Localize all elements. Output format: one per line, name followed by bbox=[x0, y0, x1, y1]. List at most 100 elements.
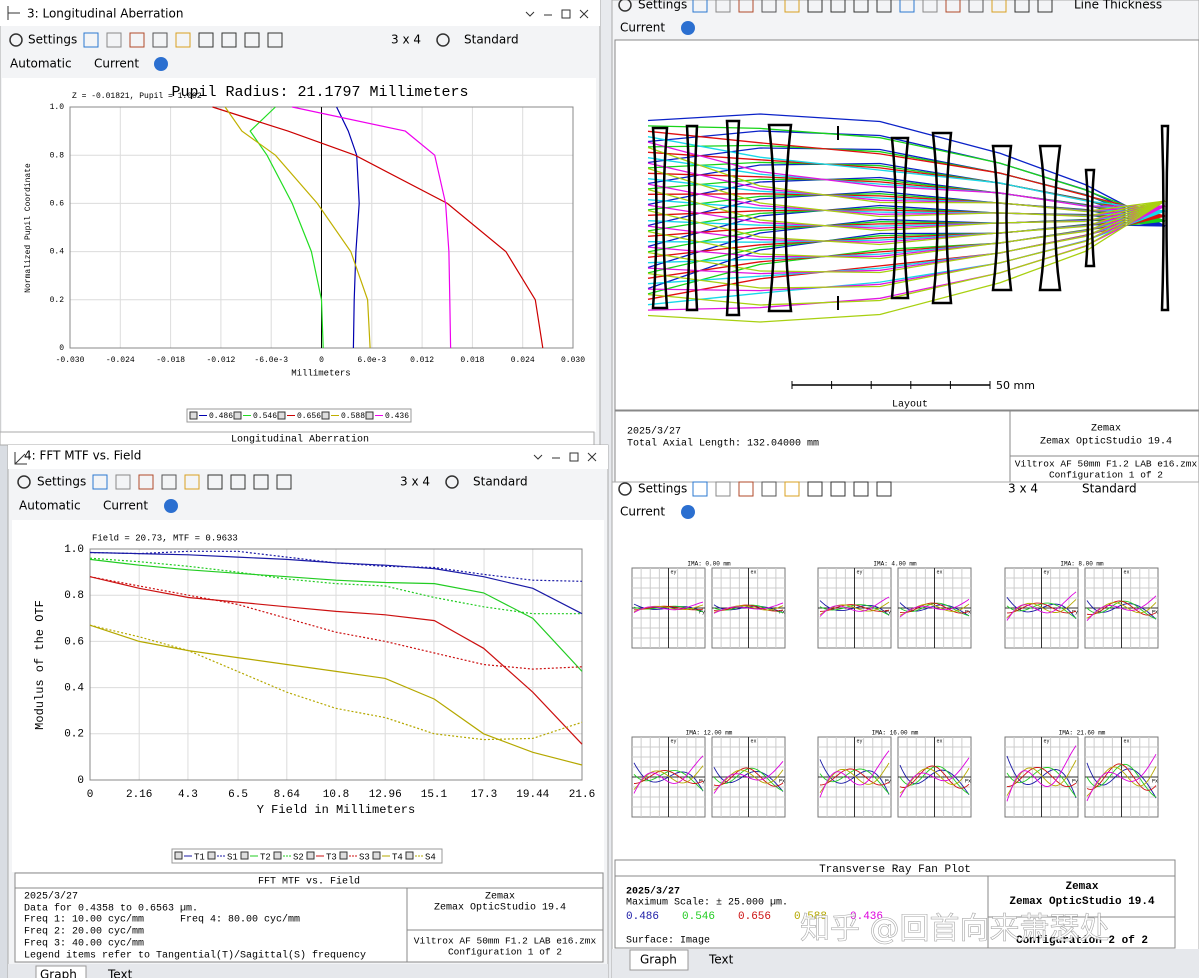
wavelength-label: 0.436 bbox=[850, 911, 883, 923]
legend-check bbox=[372, 851, 381, 860]
maximize-button bbox=[561, 9, 571, 19]
fan-curve bbox=[899, 764, 970, 796]
preset-dropdown[interactable]: Standard bbox=[464, 33, 519, 47]
tool-icon bbox=[253, 474, 269, 490]
config-dropdown[interactable]: Current bbox=[620, 21, 665, 35]
settings-button[interactable]: Settings bbox=[37, 475, 86, 489]
mode-dropdown[interactable]: Automatic bbox=[10, 57, 72, 71]
x-tick-label: 19.44 bbox=[516, 789, 549, 801]
legend-label: S3 bbox=[359, 852, 370, 862]
tool-icon bbox=[853, 481, 869, 497]
tab-label[interactable]: Graph bbox=[40, 968, 77, 978]
fan-curve bbox=[1086, 595, 1157, 622]
layout-dropdown[interactable]: 3 x 4 bbox=[391, 33, 421, 47]
help-icon[interactable] bbox=[164, 499, 178, 513]
x-tick-label: 4.3 bbox=[178, 789, 198, 801]
menu-button[interactable] bbox=[533, 454, 543, 460]
x-tick-label: 8.64 bbox=[274, 789, 301, 801]
fan-curve bbox=[899, 598, 970, 618]
fan-axis-label: Px bbox=[1152, 778, 1158, 784]
help-icon[interactable] bbox=[154, 57, 168, 71]
tool-icon bbox=[876, 0, 892, 13]
footer-text: Viltrox AF 50mm F1.2 LAB e16.zmx bbox=[1015, 459, 1198, 470]
fan-curve bbox=[819, 601, 890, 615]
x-tick-label: 0.030 bbox=[561, 356, 585, 365]
mode-dropdown[interactable]: Automatic bbox=[19, 499, 81, 513]
legend-label: 0.656 bbox=[297, 412, 321, 421]
fan-axis-label: Py bbox=[1072, 609, 1078, 615]
x-tick-label: 0 bbox=[319, 356, 324, 365]
scale-label: 50 mm bbox=[996, 379, 1035, 392]
footer-text: Zemax bbox=[485, 892, 515, 903]
x-axis-label: Y Field in Millimeters bbox=[257, 803, 415, 817]
footer-text: Zemax OpticStudio 19.4 bbox=[1009, 896, 1155, 908]
thickness-dropdown[interactable]: Line Thickness bbox=[1074, 0, 1162, 12]
fan-axis-label: ex bbox=[751, 738, 757, 744]
x-tick-label: 0.024 bbox=[511, 356, 535, 365]
preset-dropdown[interactable]: Standard bbox=[1082, 482, 1137, 496]
fan-axis-label: ex bbox=[751, 569, 757, 575]
footer-text: Configuration 2 of 2 bbox=[1016, 935, 1148, 947]
tool-icon bbox=[244, 32, 260, 48]
plot-frame bbox=[89, 548, 583, 781]
tool-icon bbox=[221, 32, 237, 48]
layout-dropdown[interactable]: 3 x 4 bbox=[1008, 482, 1038, 496]
plot-label: IMA: 8.00 mm bbox=[1060, 561, 1104, 568]
x-tick-label: 15.1 bbox=[421, 789, 448, 801]
legend-check bbox=[273, 851, 282, 860]
menu-button[interactable] bbox=[525, 11, 535, 17]
settings-icon bbox=[618, 0, 632, 12]
footer-text: Freq 2: 20.00 cyc/mm bbox=[24, 926, 144, 938]
title-bar bbox=[8, 445, 608, 469]
y-tick-label: 1.0 bbox=[50, 103, 65, 112]
tab bbox=[35, 965, 87, 978]
tool-icon bbox=[830, 481, 846, 497]
fan-curve bbox=[1086, 600, 1157, 620]
fan-curve bbox=[899, 767, 970, 794]
config-dropdown[interactable]: Current bbox=[94, 57, 139, 71]
fan-curve bbox=[1006, 596, 1077, 620]
tool-icon bbox=[738, 0, 754, 13]
help-icon[interactable] bbox=[681, 21, 695, 35]
settings-button[interactable]: Settings bbox=[28, 33, 77, 47]
tool-icon bbox=[715, 481, 731, 497]
legend-check bbox=[277, 411, 286, 420]
tab-label[interactable]: Text bbox=[708, 953, 734, 967]
ray bbox=[647, 200, 1166, 274]
fan-curve bbox=[1086, 600, 1157, 616]
tab-label[interactable]: Graph bbox=[640, 953, 677, 967]
fan-axis-label: Py bbox=[1072, 778, 1078, 784]
layout-dropdown[interactable]: 3 x 4 bbox=[400, 475, 430, 489]
tool-icon bbox=[761, 481, 777, 497]
y-tick-label: 0.4 bbox=[64, 683, 84, 695]
tool-icon bbox=[92, 474, 108, 490]
settings-button[interactable]: Settings bbox=[638, 0, 687, 12]
fan-curve bbox=[713, 604, 784, 612]
legend-check bbox=[339, 851, 348, 860]
fan-curve bbox=[713, 602, 784, 614]
fan-axis-label: Px bbox=[965, 609, 971, 615]
footer-text: 2025/3/27 bbox=[24, 891, 78, 903]
tool-icon bbox=[761, 0, 777, 13]
close-button[interactable] bbox=[579, 9, 589, 19]
y-tick-label: 0.6 bbox=[64, 636, 84, 648]
tab-label[interactable]: Text bbox=[107, 968, 133, 978]
legend-label: S1 bbox=[227, 852, 238, 862]
plot-label: IMA: 12.00 mm bbox=[686, 730, 733, 737]
fan-axis-label: Px bbox=[1152, 609, 1158, 615]
settings-button[interactable]: Settings bbox=[638, 482, 687, 496]
preset-dropdown[interactable]: Standard bbox=[473, 475, 528, 489]
plot-label: IMA: 4.00 mm bbox=[873, 561, 917, 568]
config-dropdown[interactable]: Current bbox=[620, 505, 665, 519]
lens bbox=[767, 123, 793, 313]
x-tick-label: 12.96 bbox=[369, 789, 402, 801]
config-dropdown[interactable]: Current bbox=[103, 499, 148, 513]
settings-icon bbox=[436, 33, 450, 47]
fan-axis-label: ey bbox=[1044, 738, 1050, 744]
legend-label: 0.486 bbox=[209, 412, 233, 421]
fan-axis-label: Py bbox=[885, 609, 891, 615]
window-title: 3: Longitudinal Aberration bbox=[27, 7, 183, 21]
help-icon[interactable] bbox=[681, 505, 695, 519]
tool-icon bbox=[83, 32, 99, 48]
close-button[interactable] bbox=[587, 452, 597, 462]
